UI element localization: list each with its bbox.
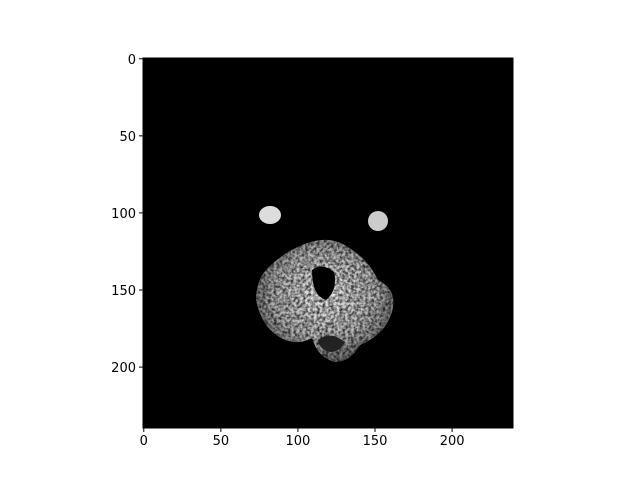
x-tick-label: 50 — [213, 434, 230, 449]
scan-image — [256, 206, 394, 362]
y-tick-label: 200 — [111, 361, 136, 376]
y-tick-label: 0 — [128, 53, 136, 68]
axes: 0 50 100 150 200 0 50 100 150 200 — [111, 53, 514, 449]
y-tick-label: 100 — [111, 207, 136, 222]
y-tick-label: 50 — [119, 130, 136, 145]
x-tick-label: 200 — [440, 434, 465, 449]
x-tick-label: 100 — [286, 434, 311, 449]
x-tick-label: 150 — [363, 434, 388, 449]
x-tick-label: 0 — [140, 434, 148, 449]
y-tick-label: 150 — [111, 284, 136, 299]
axes-frame — [142, 57, 514, 429]
